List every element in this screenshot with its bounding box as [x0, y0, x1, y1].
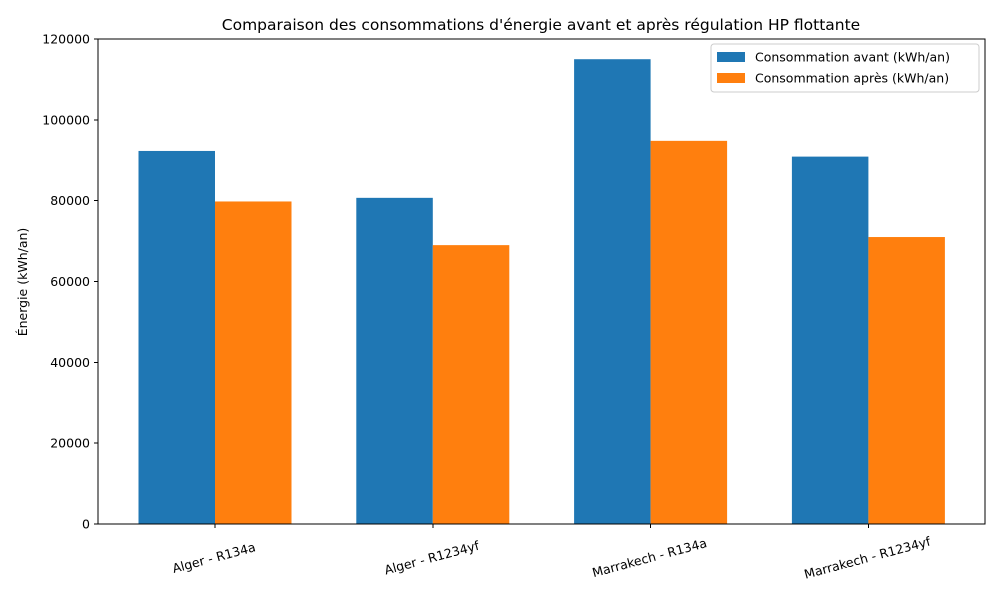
bar-2-2: [432, 245, 510, 525]
y-axis-ticks: 0 20000 40000 60000 80000 100000 120000: [42, 32, 98, 532]
legend-label-1: Consommation avant (kWh/an): [755, 50, 950, 65]
bar-1-1: [138, 150, 215, 524]
y-tick-label: 120000: [42, 32, 90, 47]
legend-box: [710, 43, 980, 93]
x-tick-label: Marrakech - R1234yf: [802, 533, 932, 581]
legend: Consommation avant (kWh/an) Consommation …: [710, 43, 980, 93]
x-tick-label: Alger - R134a: [171, 539, 257, 576]
x-axis-ticks: Alger - R134a Alger - R1234yf Marrakech - …: [171, 524, 933, 582]
legend-swatch-1: [717, 52, 745, 62]
bars-group: [138, 59, 945, 525]
bar-1-4: [791, 156, 869, 525]
legend-label-2: Consommation après (kWh/an): [755, 71, 949, 86]
bar-2-4: [868, 237, 945, 525]
legend-swatch-2: [717, 73, 745, 83]
chart-title: Comparaison des consommations d'énergie …: [222, 16, 860, 34]
plot-frame: [97, 38, 986, 525]
bar-2-1: [215, 201, 292, 524]
y-tick-label: 20000: [50, 436, 90, 451]
y-tick-label: 0: [82, 517, 90, 532]
bar-1-2: [356, 197, 433, 524]
x-tick-label: Marrakech - R134a: [590, 535, 708, 580]
y-tick-label: 80000: [50, 193, 90, 208]
y-tick-label: 40000: [50, 355, 90, 370]
y-tick-label: 100000: [42, 112, 90, 127]
bar-1-3: [574, 59, 651, 525]
y-axis-label: Énergie (kWh/an): [15, 228, 30, 337]
y-tick-label: 60000: [50, 274, 90, 289]
bar-2-3: [650, 140, 728, 524]
x-tick-label: Alger - R1234yf: [383, 538, 482, 578]
